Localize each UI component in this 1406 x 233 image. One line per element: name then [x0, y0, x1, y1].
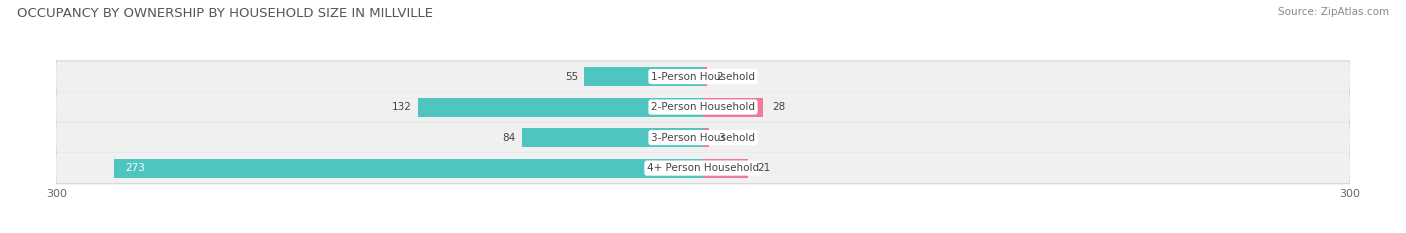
FancyBboxPatch shape	[56, 92, 1350, 122]
Text: 132: 132	[392, 102, 412, 112]
Text: 3: 3	[718, 133, 724, 143]
Bar	[522, 128, 703, 147]
Text: 1-Person Household: 1-Person Household	[651, 72, 755, 82]
Text: 2: 2	[716, 72, 723, 82]
FancyBboxPatch shape	[52, 60, 1354, 93]
Text: 4+ Person Household: 4+ Person Household	[647, 163, 759, 173]
FancyBboxPatch shape	[56, 61, 1350, 92]
Text: 28: 28	[772, 102, 785, 112]
Bar	[703, 98, 763, 116]
Text: 55: 55	[565, 72, 578, 82]
Bar	[703, 159, 748, 178]
Bar	[114, 159, 703, 178]
FancyBboxPatch shape	[56, 153, 1350, 183]
Text: 2-Person Household: 2-Person Household	[651, 102, 755, 112]
Bar	[703, 67, 707, 86]
Text: 273: 273	[125, 163, 145, 173]
Text: Source: ZipAtlas.com: Source: ZipAtlas.com	[1278, 7, 1389, 17]
Text: 84: 84	[502, 133, 516, 143]
Bar	[703, 128, 710, 147]
FancyBboxPatch shape	[52, 121, 1354, 154]
Bar	[419, 98, 703, 116]
Text: 3-Person Household: 3-Person Household	[651, 133, 755, 143]
FancyBboxPatch shape	[52, 91, 1354, 123]
Text: 21: 21	[756, 163, 770, 173]
FancyBboxPatch shape	[56, 122, 1350, 153]
Text: OCCUPANCY BY OWNERSHIP BY HOUSEHOLD SIZE IN MILLVILLE: OCCUPANCY BY OWNERSHIP BY HOUSEHOLD SIZE…	[17, 7, 433, 20]
FancyBboxPatch shape	[52, 152, 1354, 184]
Bar	[585, 67, 703, 86]
